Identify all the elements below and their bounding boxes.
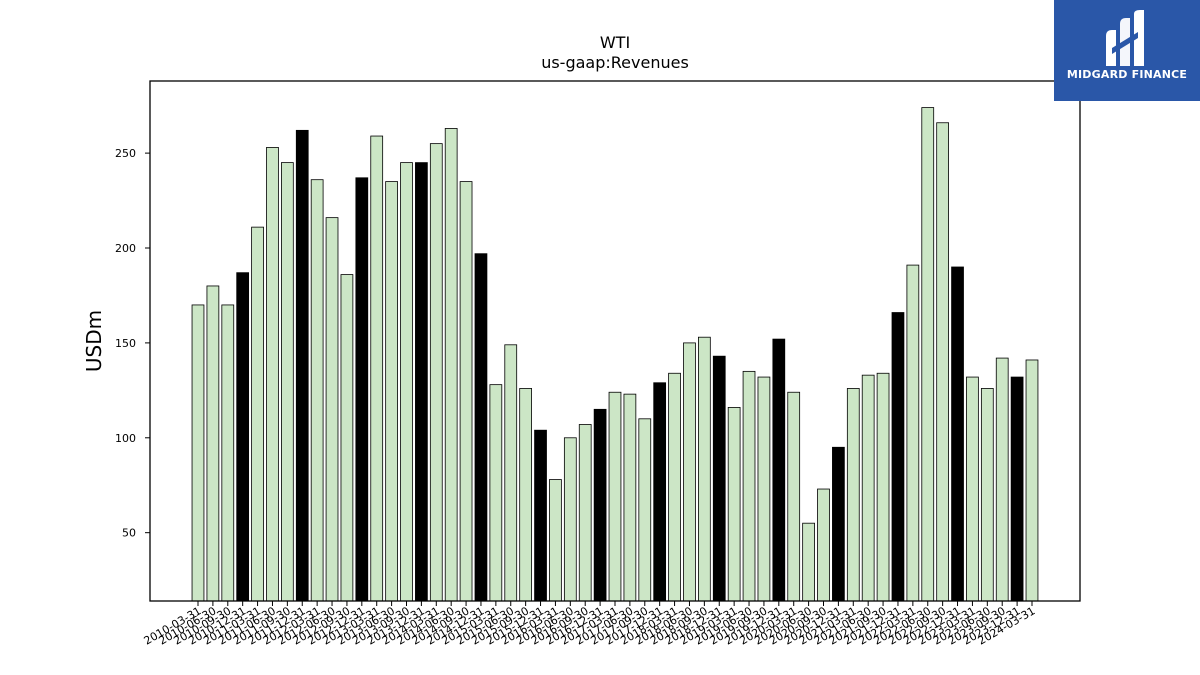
y-axis-ticks: 50 100 150 200 250 (115, 147, 150, 540)
y-axis-label: USDm (82, 310, 106, 372)
bar-2011-03-31 (251, 226, 264, 602)
brand-name: MIDGARD FINANCE (1066, 68, 1188, 81)
bar-2016-06-30 (563, 437, 577, 602)
y-tick-label: 50 (122, 527, 136, 540)
bar-2018-06-30 (683, 342, 696, 602)
bar-2015-03-31 (489, 384, 503, 602)
bar-2022-06-30 (921, 107, 935, 602)
bar-2018-12-31 (712, 355, 726, 602)
bar-2018-09-30 (698, 336, 711, 602)
bar-2021-09-30 (876, 372, 890, 602)
bar-2010-12-31 (236, 272, 250, 602)
bar-2023-12-31 (1010, 376, 1024, 602)
bar-2022-03-31 (906, 264, 920, 602)
bar-2012-06-30 (325, 217, 339, 602)
y-tick-label: 200 (115, 242, 136, 255)
bar-2011-12-31 (295, 129, 309, 602)
bar-2022-09-30 (936, 122, 950, 602)
bar-2020-12-31 (832, 446, 845, 602)
bar-2011-09-30 (280, 162, 294, 602)
bar-2015-12-31 (534, 429, 547, 602)
bar-2012-09-30 (340, 274, 354, 602)
bar-2021-12-31 (891, 312, 905, 602)
bar-2012-12-31 (355, 177, 369, 602)
bar-2020-06-30 (802, 522, 815, 602)
bar-2013-12-31 (415, 162, 428, 602)
bar-2016-09-30 (578, 424, 592, 602)
bar-2019-03-31 (727, 407, 741, 602)
plot-frame (149, 80, 1081, 602)
logo-mark-icon (1106, 10, 1144, 66)
bar-2015-09-30 (519, 388, 533, 602)
bar-2014-12-31 (474, 253, 488, 602)
y-tick-label: 150 (115, 337, 136, 350)
bar-2019-06-30 (742, 370, 756, 602)
bar-2014-06-30 (444, 128, 458, 602)
bar-2017-09-30 (638, 418, 652, 602)
bar-2013-09-30 (400, 162, 413, 602)
bar-2019-09-30 (757, 376, 771, 602)
bar-2020-03-31 (787, 391, 801, 602)
bar-2011-06-30 (266, 147, 279, 602)
bar-2017-12-31 (653, 382, 667, 602)
bar-2023-09-30 (995, 357, 1009, 602)
bar-2022-12-31 (951, 266, 964, 602)
bars-group (191, 107, 1039, 602)
bar-2012-03-31 (310, 179, 324, 602)
bar-2013-03-31 (370, 135, 384, 602)
bar-2016-12-31 (593, 408, 607, 602)
bar-2021-03-31 (846, 388, 860, 602)
bar-2024-03-31 (1025, 359, 1039, 602)
bar-2023-06-30 (980, 388, 994, 602)
y-tick-label: 100 (115, 432, 136, 445)
bar-2017-03-31 (608, 391, 622, 602)
bar-2023-03-31 (966, 376, 979, 602)
bar-2014-09-30 (459, 181, 473, 602)
bar-2010-03-31 (191, 304, 205, 602)
chart-title: WTI (600, 33, 630, 52)
bar-2013-06-30 (385, 181, 398, 602)
bar-2018-03-31 (668, 372, 681, 602)
bar-2021-06-30 (861, 374, 875, 602)
bar-2017-06-30 (623, 393, 637, 602)
bar-2014-03-31 (429, 143, 443, 602)
bar-2016-03-31 (549, 479, 562, 602)
x-axis-ticks: 2010-03-312010-06-302010-09-302010-12-31… (142, 601, 1038, 648)
bar-2020-09-30 (817, 488, 830, 602)
y-tick-label: 250 (115, 147, 136, 160)
bar-2010-06-30 (206, 285, 220, 602)
bar-2015-06-30 (504, 344, 518, 602)
bar-2010-09-30 (221, 304, 235, 602)
bar-2019-12-31 (772, 338, 786, 602)
chart-subtitle: us-gaap:Revenues (541, 53, 689, 72)
brand-logo: MIDGARD FINANCE (1054, 0, 1200, 101)
